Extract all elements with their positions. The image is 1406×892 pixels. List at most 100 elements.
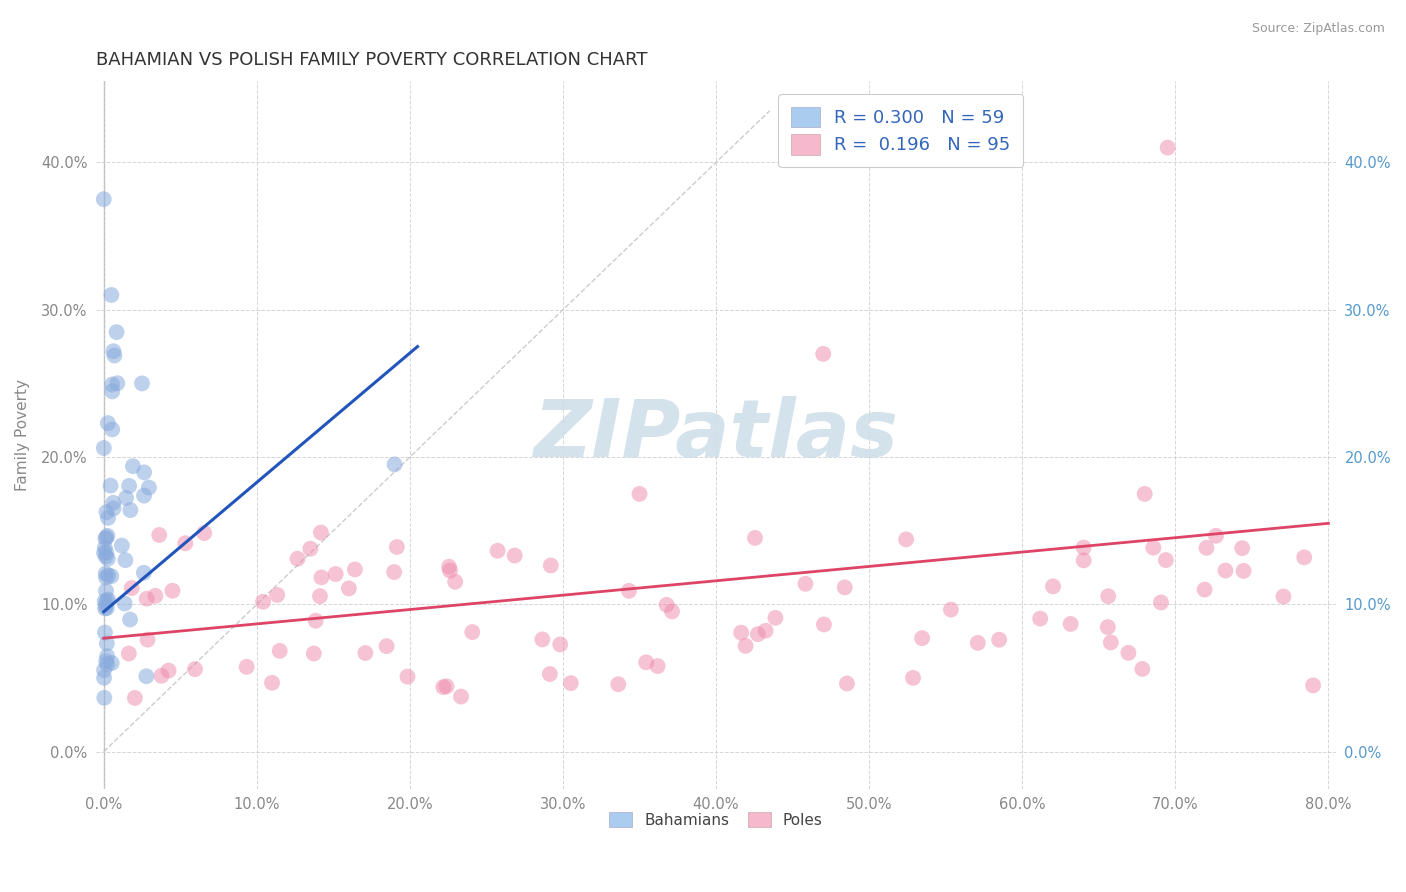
Point — [384, 458, 406, 472]
Point — [375, 639, 398, 653]
Point — [96, 505, 118, 519]
Point — [744, 531, 766, 545]
Point — [138, 481, 160, 495]
Point — [103, 501, 125, 516]
Point — [101, 384, 124, 399]
Point — [94, 583, 117, 598]
Point — [101, 377, 124, 392]
Point — [136, 632, 159, 647]
Point — [1156, 141, 1178, 155]
Point — [157, 664, 180, 678]
Point — [1130, 662, 1153, 676]
Point — [105, 376, 128, 391]
Point — [150, 669, 173, 683]
Point — [636, 655, 658, 669]
Point — [647, 659, 669, 673]
Point — [93, 192, 115, 206]
Point — [101, 496, 124, 510]
Point — [461, 625, 484, 640]
Point — [124, 690, 146, 705]
Point — [560, 676, 582, 690]
Point — [436, 679, 458, 693]
Point — [100, 569, 122, 583]
Point — [96, 636, 118, 650]
Point — [93, 671, 115, 685]
Point — [988, 632, 1011, 647]
Point — [835, 676, 858, 690]
Point — [1150, 595, 1173, 609]
Point — [103, 349, 125, 363]
Point — [134, 466, 156, 480]
Point — [118, 479, 141, 493]
Point — [939, 602, 962, 616]
Point — [607, 677, 630, 691]
Point — [114, 597, 136, 611]
Point — [101, 422, 124, 436]
Point — [1205, 529, 1227, 543]
Point — [1154, 553, 1177, 567]
Point — [1073, 541, 1095, 555]
Point — [730, 625, 752, 640]
Point — [94, 532, 117, 546]
Point — [94, 654, 117, 668]
Point — [385, 540, 408, 554]
Point — [96, 530, 118, 544]
Point — [305, 614, 328, 628]
Point — [100, 656, 122, 670]
Point — [118, 613, 141, 627]
Point — [531, 632, 554, 647]
Point — [93, 663, 115, 677]
Point — [93, 546, 115, 560]
Point — [235, 660, 257, 674]
Point — [540, 558, 562, 573]
Point — [894, 533, 917, 547]
Point — [747, 627, 769, 641]
Point — [794, 576, 817, 591]
Point — [1302, 678, 1324, 692]
Point — [354, 646, 377, 660]
Point — [813, 347, 835, 361]
Point — [437, 559, 460, 574]
Point — [266, 588, 288, 602]
Point — [96, 657, 118, 672]
Point — [114, 553, 136, 567]
Point — [450, 690, 472, 704]
Point — [97, 416, 120, 430]
Point — [135, 591, 157, 606]
Point — [94, 570, 117, 584]
Point — [1099, 635, 1122, 649]
Point — [1142, 541, 1164, 555]
Point — [132, 566, 155, 580]
Point — [1272, 590, 1295, 604]
Point — [396, 670, 419, 684]
Point — [94, 625, 117, 640]
Point — [97, 511, 120, 525]
Point — [131, 376, 153, 391]
Point — [96, 529, 118, 543]
Point — [94, 541, 117, 555]
Point — [1059, 616, 1081, 631]
Point — [96, 601, 118, 615]
Point — [302, 647, 325, 661]
Point — [94, 566, 117, 581]
Text: BAHAMIAN VS POLISH FAMILY POVERTY CORRELATION CHART: BAHAMIAN VS POLISH FAMILY POVERTY CORREL… — [96, 51, 648, 69]
Point — [661, 604, 683, 618]
Point — [834, 581, 856, 595]
Point — [94, 598, 117, 612]
Point — [1194, 582, 1216, 597]
Point — [100, 478, 122, 492]
Point — [94, 549, 117, 564]
Point — [1073, 553, 1095, 567]
Point — [1133, 487, 1156, 501]
Point — [115, 491, 138, 505]
Point — [754, 624, 776, 638]
Point — [97, 568, 120, 582]
Point — [299, 541, 322, 556]
Point — [548, 637, 571, 651]
Point — [132, 489, 155, 503]
Point — [538, 667, 561, 681]
Point — [287, 551, 309, 566]
Point — [174, 536, 197, 550]
Point — [145, 589, 167, 603]
Point — [382, 565, 405, 579]
